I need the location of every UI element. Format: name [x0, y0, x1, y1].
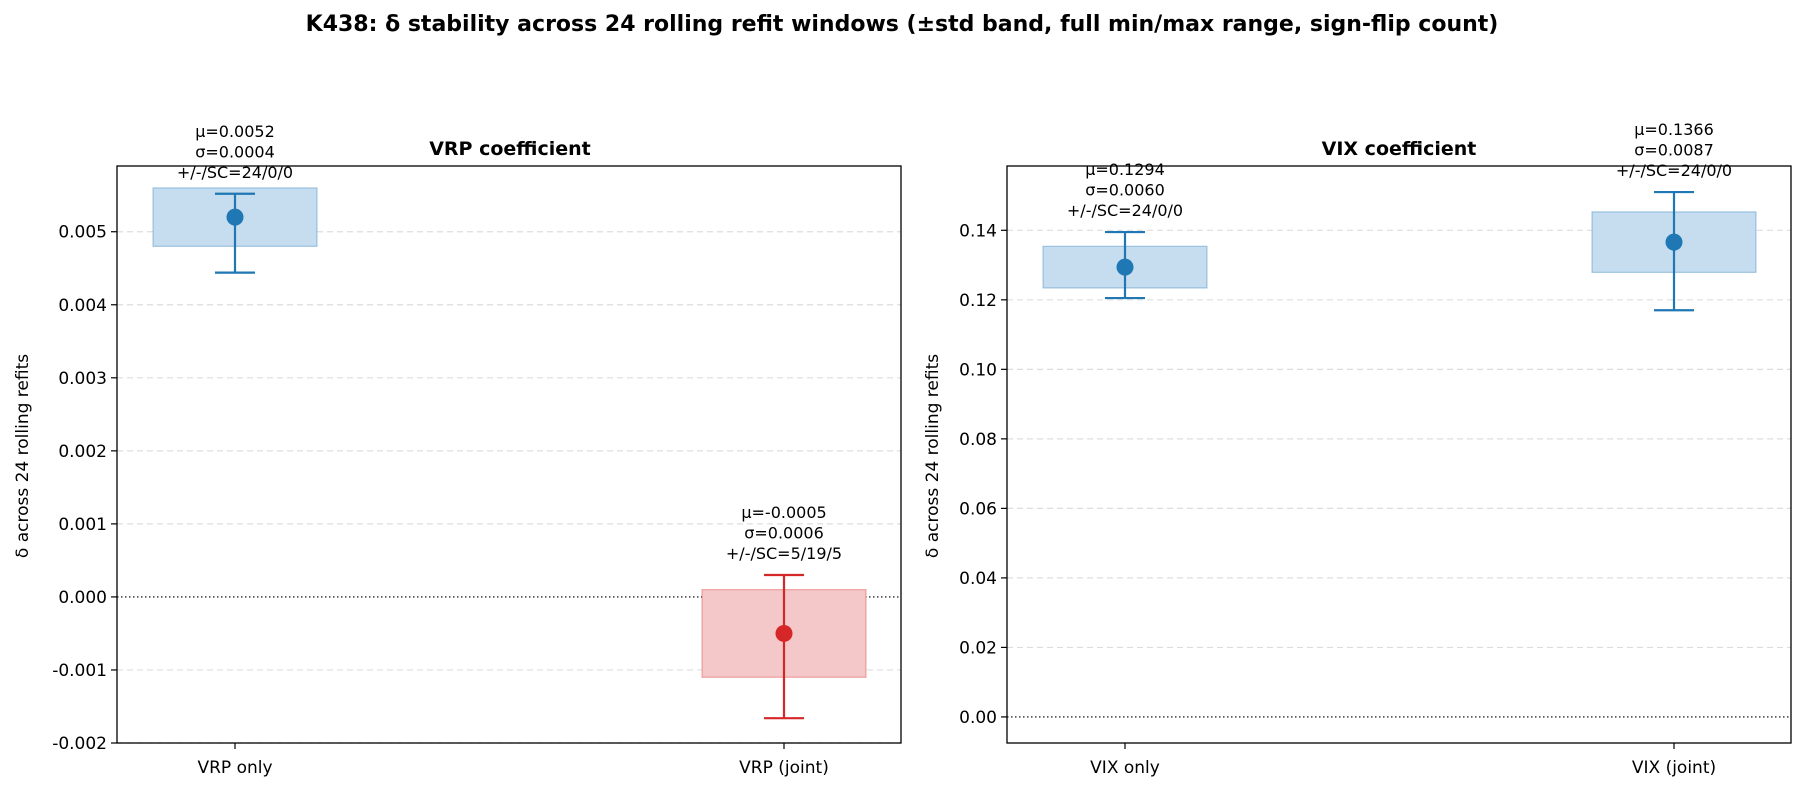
point-annotation: μ=0.1366 σ=0.0087 +/-/SC=24/0/0 [1616, 120, 1732, 180]
annotation-line: μ=-0.0005 [741, 503, 826, 522]
panel-title: VIX coefficient [1322, 138, 1477, 160]
annotation-line: σ=0.0087 [1634, 141, 1714, 160]
y-tick-label: 0.08 [959, 430, 997, 450]
plot-frame [116, 165, 902, 744]
annotation-line: σ=0.0060 [1085, 181, 1165, 200]
panel-vrp-coefficient: VRP coefficient δ across 24 rolling refi… [13, 122, 902, 778]
y-tick-label: -0.002 [52, 734, 107, 754]
y-tick-label: 0.00 [959, 708, 997, 728]
y-tick-label: 0.005 [58, 223, 107, 243]
point-annotation: μ=0.1294 σ=0.0060 +/-/SC=24/0/0 [1067, 160, 1183, 220]
figure-title: K438: δ stability across 24 rolling refi… [306, 12, 1499, 37]
x-tick-label: VIX (joint) [1632, 758, 1716, 778]
y-axis-label: δ across 24 rolling refits [923, 354, 943, 558]
y-tick-label: 0.000 [58, 588, 107, 608]
annotation-line: μ=0.1366 [1634, 120, 1714, 139]
annotation-line: +/-/SC=24/0/0 [1067, 201, 1183, 220]
y-tick-label: 0.001 [58, 515, 107, 535]
mean-marker [1116, 258, 1134, 276]
annotation-line: μ=0.1294 [1085, 160, 1165, 179]
y-tick-label: -0.001 [52, 661, 107, 681]
point-annotation: μ=-0.0005 σ=0.0006 +/-/SC=5/19/5 [726, 503, 842, 563]
annotation-line: μ=0.0052 [195, 122, 275, 141]
annotation-line: σ=0.0006 [744, 524, 824, 543]
y-tick-label: 0.14 [959, 221, 997, 241]
y-tick-label: 0.10 [959, 360, 997, 380]
annotation-line: σ=0.0004 [195, 142, 275, 161]
x-tick-label: VIX only [1090, 758, 1160, 778]
annotation-line: +/-/SC=5/19/5 [726, 544, 842, 563]
y-tick-label: 0.12 [959, 291, 997, 311]
panel-title: VRP coefficient [429, 138, 591, 160]
annotation-line: +/-/SC=24/0/0 [177, 163, 293, 182]
plot-frame [1006, 165, 1792, 744]
y-tick-label: 0.06 [959, 499, 997, 519]
x-tick-label: VRP only [197, 758, 272, 778]
point-annotation: μ=0.0052 σ=0.0004 +/-/SC=24/0/0 [177, 122, 293, 182]
y-tick-label: 0.004 [58, 296, 107, 316]
panel-vix-coefficient: VIX coefficient δ across 24 rolling refi… [923, 120, 1792, 778]
mean-marker [775, 624, 793, 642]
mean-marker [226, 208, 244, 226]
y-tick-label: 0.003 [58, 369, 107, 389]
x-tick-label: VRP (joint) [739, 758, 829, 778]
y-tick-label: 0.02 [959, 638, 997, 658]
mean-marker [1665, 233, 1683, 251]
y-tick-label: 0.04 [959, 569, 997, 589]
y-axis-label: δ across 24 rolling refits [13, 354, 33, 558]
annotation-line: +/-/SC=24/0/0 [1616, 161, 1732, 180]
y-tick-label: 0.002 [58, 442, 107, 462]
